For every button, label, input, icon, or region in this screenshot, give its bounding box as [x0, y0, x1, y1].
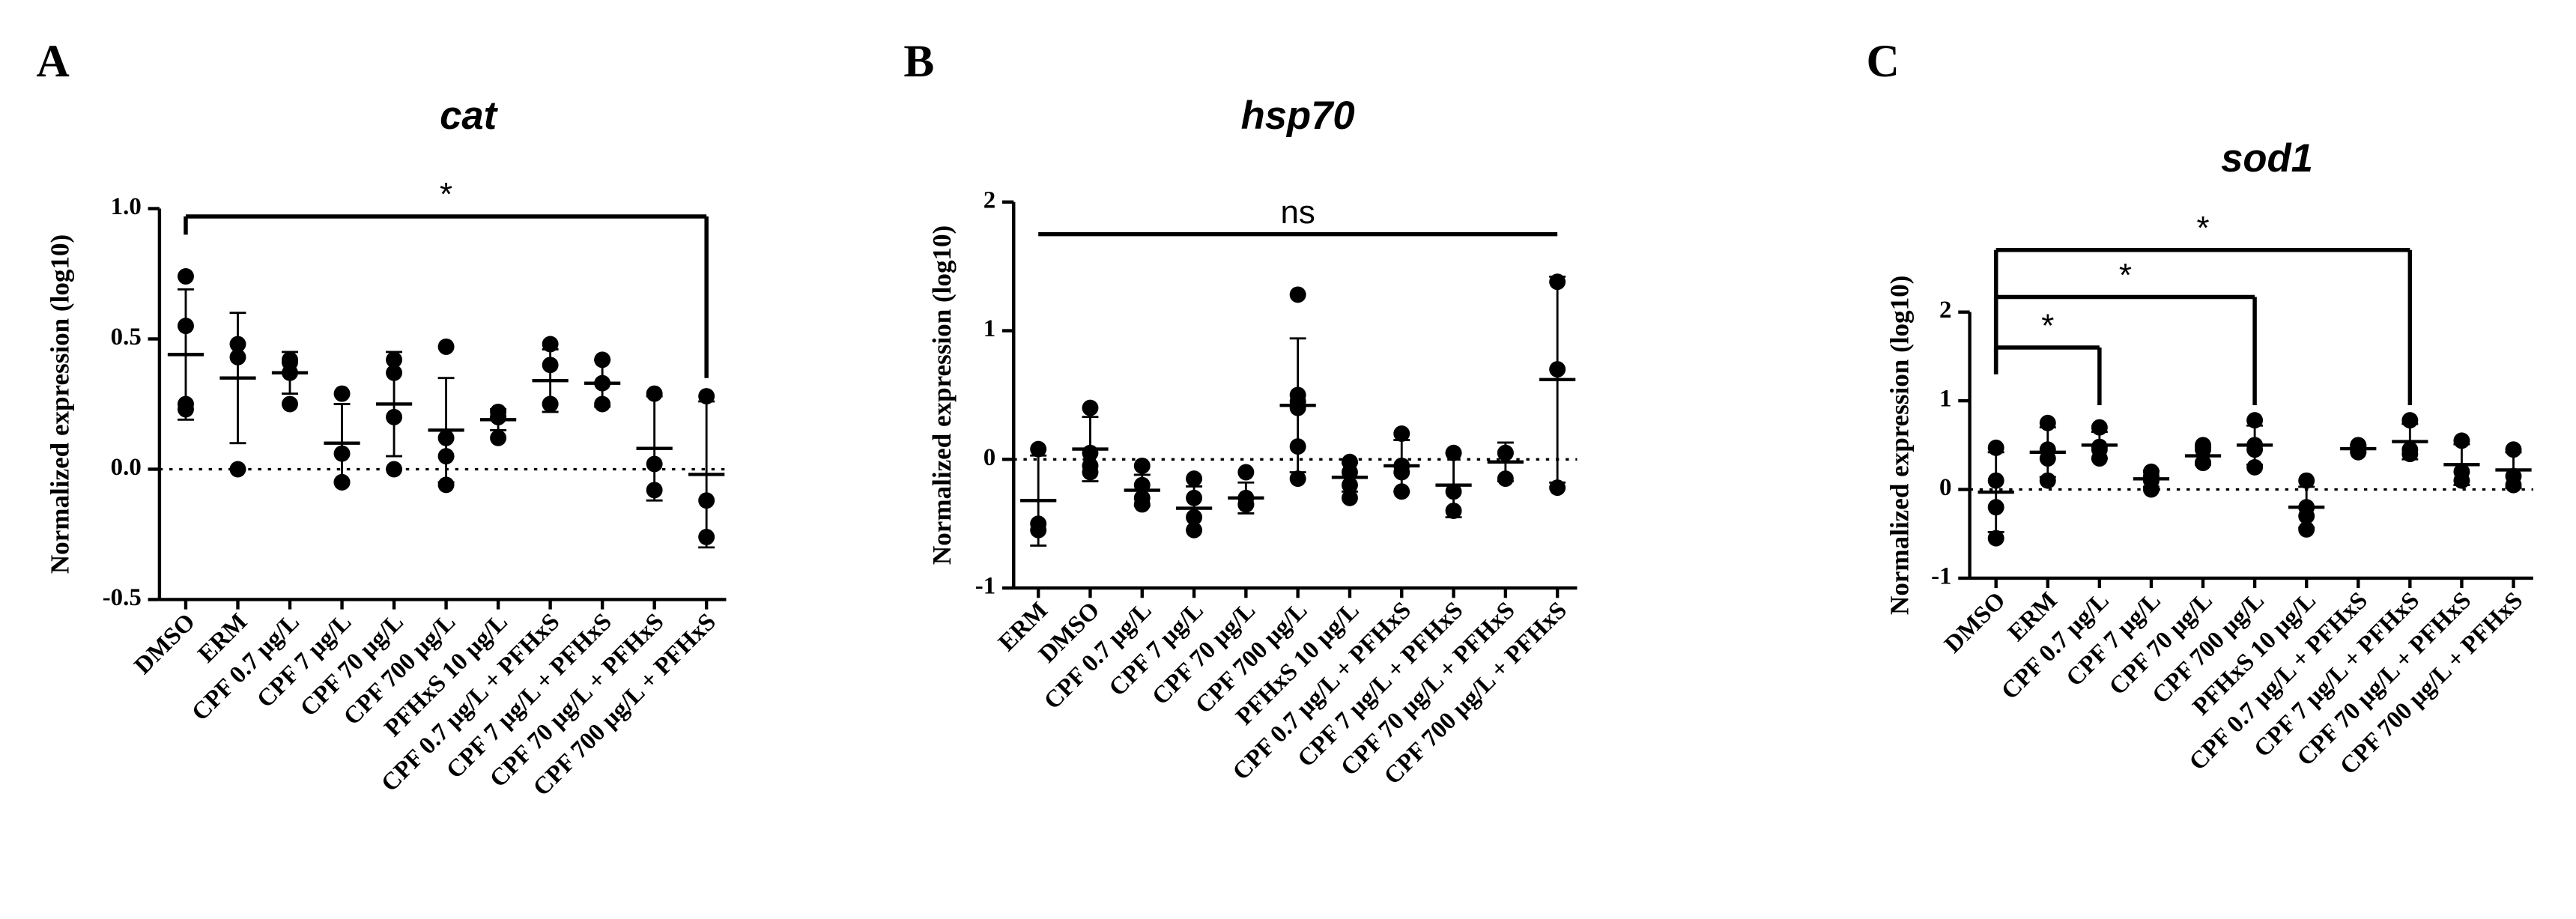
data-point [2298, 521, 2315, 538]
sd-bar [1497, 441, 1514, 482]
sd-bar [282, 351, 298, 395]
sd-bar [2091, 431, 2108, 460]
significance-label: ns [1280, 194, 1315, 231]
sd-bar [1030, 454, 1047, 547]
panel-letter: C [1866, 36, 1899, 87]
y-tick-label: 2 [984, 186, 995, 213]
data-point [542, 336, 559, 353]
data-point [437, 338, 455, 355]
sd-bar [2453, 443, 2470, 487]
sd-bar [2350, 443, 2367, 454]
data-point [282, 395, 298, 413]
data-point [2142, 481, 2160, 498]
data-point [1082, 399, 1099, 416]
sd-bar [1082, 416, 1099, 482]
chart-title: hsp70 [1241, 94, 1355, 138]
chart-title: sod1 [2221, 136, 2313, 181]
sd-bar [490, 408, 507, 431]
y-tick-label: 2 [1939, 297, 1951, 324]
y-tick-label: -1 [975, 573, 995, 600]
significance-label: * [2196, 210, 2209, 246]
data-point [1289, 286, 1306, 303]
sd-bar [1987, 451, 2004, 533]
y-axis-label: Normalized expression (log10) [927, 225, 957, 565]
sd-bar [2298, 485, 2315, 529]
data-point [2298, 472, 2315, 489]
data-point [490, 429, 507, 446]
sd-bar [229, 312, 246, 445]
data-point [437, 476, 455, 494]
sd-bar [1186, 485, 1203, 532]
y-tick-label: -1 [1931, 562, 1951, 589]
data-point [646, 385, 663, 402]
y-tick-label: 1 [1939, 386, 1951, 413]
data-point [698, 388, 715, 405]
data-point [1341, 489, 1358, 506]
sd-bar [2195, 446, 2211, 466]
sd-bar [2246, 424, 2264, 466]
chart-title: cat [440, 94, 499, 138]
y-axis-label: Normalized expression (log10) [46, 234, 75, 574]
sd-bar [542, 348, 559, 413]
data-point [229, 461, 246, 478]
data-point [2246, 412, 2264, 429]
sd-bar [698, 400, 715, 549]
data-point [386, 461, 403, 478]
y-axis-label: Normalized expression (log10) [1885, 276, 1915, 615]
sd-bar [1549, 275, 1566, 484]
data-point [1237, 464, 1255, 481]
data-point [1393, 425, 1410, 442]
sd-bar [1445, 452, 1462, 519]
data-point [1289, 470, 1306, 488]
sd-bar [594, 358, 611, 408]
sd-bar [1393, 439, 1410, 493]
sd-bar [178, 288, 194, 421]
sd-bar [386, 351, 403, 458]
sd-bar [2401, 422, 2419, 461]
y-tick-label: 0 [984, 444, 995, 471]
sd-bar [1341, 462, 1358, 493]
data-point [1987, 530, 2004, 547]
data-point [2246, 458, 2264, 476]
y-tick-label: 1.0 [111, 193, 142, 220]
panel-letter: B [903, 36, 934, 87]
significance-label: * [440, 176, 452, 213]
y-tick-label: -0.5 [103, 584, 142, 611]
x-tick-label: DMSO [130, 608, 201, 679]
sd-bar [2142, 470, 2160, 488]
y-tick-label: 0 [1939, 474, 1951, 501]
data-point [1030, 440, 1047, 458]
data-point [1133, 457, 1151, 474]
panel-letter: A [36, 36, 69, 87]
sd-bar [437, 377, 455, 484]
significance-label: * [2041, 307, 2054, 344]
data-point [2505, 441, 2522, 458]
sd-bar [1237, 481, 1255, 515]
y-tick-label: 0.0 [111, 454, 142, 481]
sd-bar [1133, 473, 1151, 507]
data-point [178, 268, 194, 285]
data-point [1186, 470, 1203, 488]
significance-label: * [2119, 257, 2132, 294]
y-tick-label: 1 [984, 315, 995, 342]
sd-bar [2039, 426, 2056, 479]
x-tick-label: DMSO [1939, 587, 2010, 658]
sd-bar [2505, 451, 2522, 489]
sd-bar [1289, 337, 1306, 473]
y-tick-label: 0.5 [111, 324, 142, 351]
sd-bar [646, 395, 663, 502]
data-point [333, 385, 351, 402]
sd-bar [333, 403, 351, 484]
